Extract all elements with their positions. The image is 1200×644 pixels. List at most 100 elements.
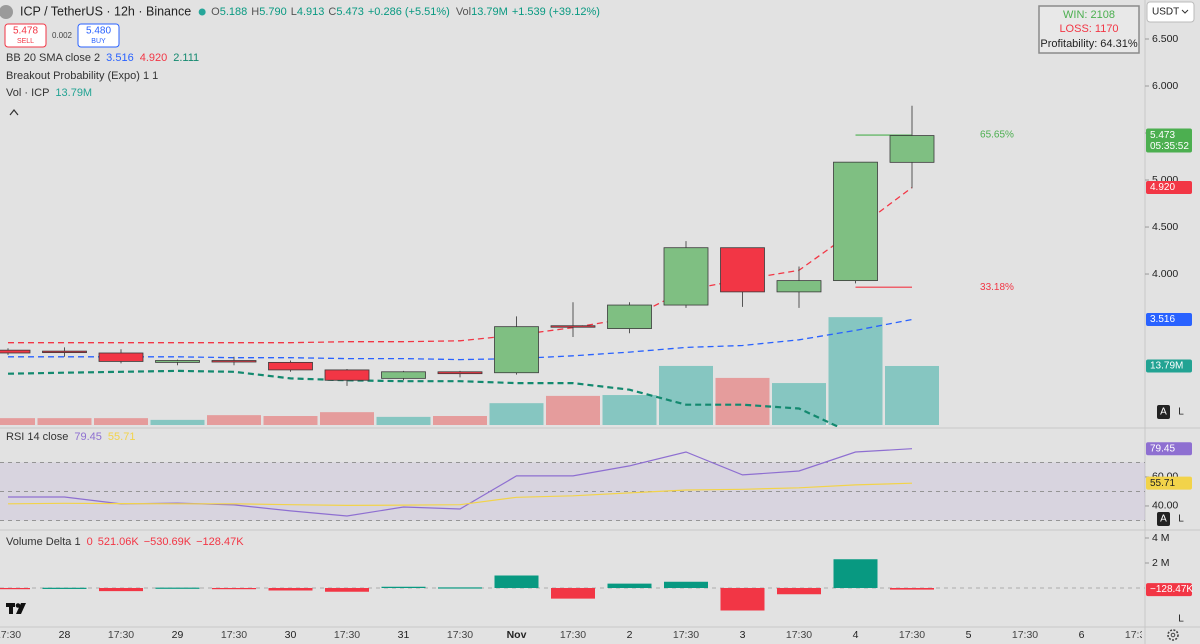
price-change: +0.286 (+5.51%) xyxy=(368,6,450,18)
delta-bar xyxy=(0,588,30,590)
y-tick-label: 4.500 xyxy=(1152,221,1178,233)
candle-body xyxy=(155,360,200,363)
delta-bar xyxy=(155,587,200,589)
volume-bar xyxy=(546,395,600,425)
rsi-legend-value: 79.45 xyxy=(74,431,102,443)
delta-axis-label-box xyxy=(1146,583,1192,597)
volume-bar xyxy=(715,377,770,425)
ohlc-value: 5.790 xyxy=(259,6,287,18)
x-tick-label: 17:30 xyxy=(334,629,360,641)
bb-axis-label-box xyxy=(1146,313,1192,327)
rsi-axis-label: 79.45 xyxy=(1150,443,1175,454)
currency-button[interactable] xyxy=(1146,1,1195,23)
x-tick-label: 17:30 xyxy=(899,629,925,641)
buy-button[interactable] xyxy=(77,23,120,48)
sell-label[interactable]: SELL xyxy=(17,38,34,45)
volume-bar xyxy=(207,415,261,425)
currency-label[interactable]: USDT xyxy=(1152,7,1179,18)
market-status-dot xyxy=(198,8,206,16)
x-tick-label: 3 xyxy=(740,629,746,641)
log-scale-label[interactable]: L xyxy=(1178,407,1184,418)
bb-legend-value: 2.111 xyxy=(173,52,199,64)
volume-label: Vol xyxy=(456,6,471,18)
logo-part xyxy=(16,603,26,614)
rsi-axis-label-box xyxy=(1146,476,1192,490)
breakout-label: 65.65% xyxy=(980,130,1014,141)
delta-bar xyxy=(890,588,934,590)
ohlc-label: L xyxy=(291,6,297,18)
buy-label[interactable]: BUY xyxy=(91,38,106,45)
candle-body xyxy=(268,361,313,371)
collapse-toggle[interactable] xyxy=(9,109,19,116)
main-pane: 65.65% 33.18% xyxy=(0,105,1014,427)
settings-icon[interactable] xyxy=(1167,629,1179,641)
x-tick-label: 17:30 xyxy=(447,629,473,641)
log-scale-label[interactable]: L xyxy=(1178,614,1184,625)
x-axis: 17:30 28 17:30 29 17:30 30 17:30 31 17:30 Nov 17:3… xyxy=(0,629,1151,641)
stats-loss: LOSS: 1170 xyxy=(1059,23,1118,35)
x-tick-label: 4 xyxy=(853,629,859,641)
candle-body xyxy=(550,325,596,328)
x-tick-label: 29 xyxy=(172,629,184,641)
candle-body xyxy=(211,360,257,363)
ohlc-value: 5.473 xyxy=(336,6,364,18)
volume-axis-label-box xyxy=(1146,359,1192,373)
bb-axis-label: 4.920 xyxy=(1150,182,1175,193)
ohlc-label: C xyxy=(328,6,336,18)
logo-part xyxy=(15,603,21,608)
auto-scale-button[interactable] xyxy=(1157,512,1170,526)
bollinger-line xyxy=(7,369,842,427)
auto-scale-label[interactable]: A xyxy=(1160,514,1167,525)
breakout-label: 33.18% xyxy=(980,282,1014,293)
y-tick-label: 4 M xyxy=(1152,532,1170,544)
volume-bar xyxy=(772,383,826,425)
delta-bar xyxy=(664,581,708,588)
symbol-icon xyxy=(0,5,13,19)
volume-bar xyxy=(659,365,713,425)
rsi-pane xyxy=(0,448,1145,521)
ohlc-label: H xyxy=(251,6,259,18)
y-tick-label: 2 M xyxy=(1152,557,1170,569)
x-tick-label: Nov xyxy=(507,629,527,641)
delta-title: Volume Delta 1 xyxy=(6,536,81,548)
volume-bar xyxy=(602,395,657,425)
x-tick-label: 28 xyxy=(59,629,71,641)
stats-profitability: Profitability: 64.31% xyxy=(1040,38,1137,50)
logo-part xyxy=(9,603,13,614)
candle-body xyxy=(437,371,483,375)
rsi-axis-label: 55.71 xyxy=(1150,478,1175,489)
sell-price[interactable]: 5.478 xyxy=(13,26,38,37)
sell-button[interactable] xyxy=(4,23,47,48)
x-tick-label: 17:30 xyxy=(1125,629,1151,641)
x-tick-label: 17:30 xyxy=(673,629,699,641)
candle-body xyxy=(833,161,878,282)
candle-body xyxy=(0,349,31,354)
volume-bar xyxy=(150,419,205,425)
log-scale-label[interactable]: L xyxy=(1178,514,1184,525)
delta-legend-value: −128.47K xyxy=(196,536,244,548)
auto-scale-button[interactable] xyxy=(1157,405,1170,419)
currency-chevron[interactable] xyxy=(1181,9,1189,14)
delta-axis-label: −128.47K xyxy=(1150,584,1193,595)
volume-bar xyxy=(828,317,883,425)
delta-bar xyxy=(212,588,256,590)
volume-bar xyxy=(320,412,374,425)
buy-price[interactable]: 5.480 xyxy=(86,26,111,37)
volume-bar xyxy=(0,418,35,425)
delta-bar xyxy=(99,588,143,592)
x-tick-label: 17:30 xyxy=(221,629,247,641)
x-tick-label: 17:30 xyxy=(1012,629,1038,641)
stats-box xyxy=(1038,5,1140,54)
volume-title: Vol · ICP xyxy=(6,87,49,99)
rsi-line xyxy=(7,482,913,507)
ohlc-value: 4.913 xyxy=(297,6,325,18)
candle-body xyxy=(607,304,652,329)
candle-body xyxy=(889,135,935,163)
auto-scale-label[interactable]: A xyxy=(1160,407,1167,418)
delta-bar xyxy=(381,586,426,588)
settings-icon-center[interactable] xyxy=(1170,632,1176,638)
delta-bar xyxy=(325,588,369,592)
